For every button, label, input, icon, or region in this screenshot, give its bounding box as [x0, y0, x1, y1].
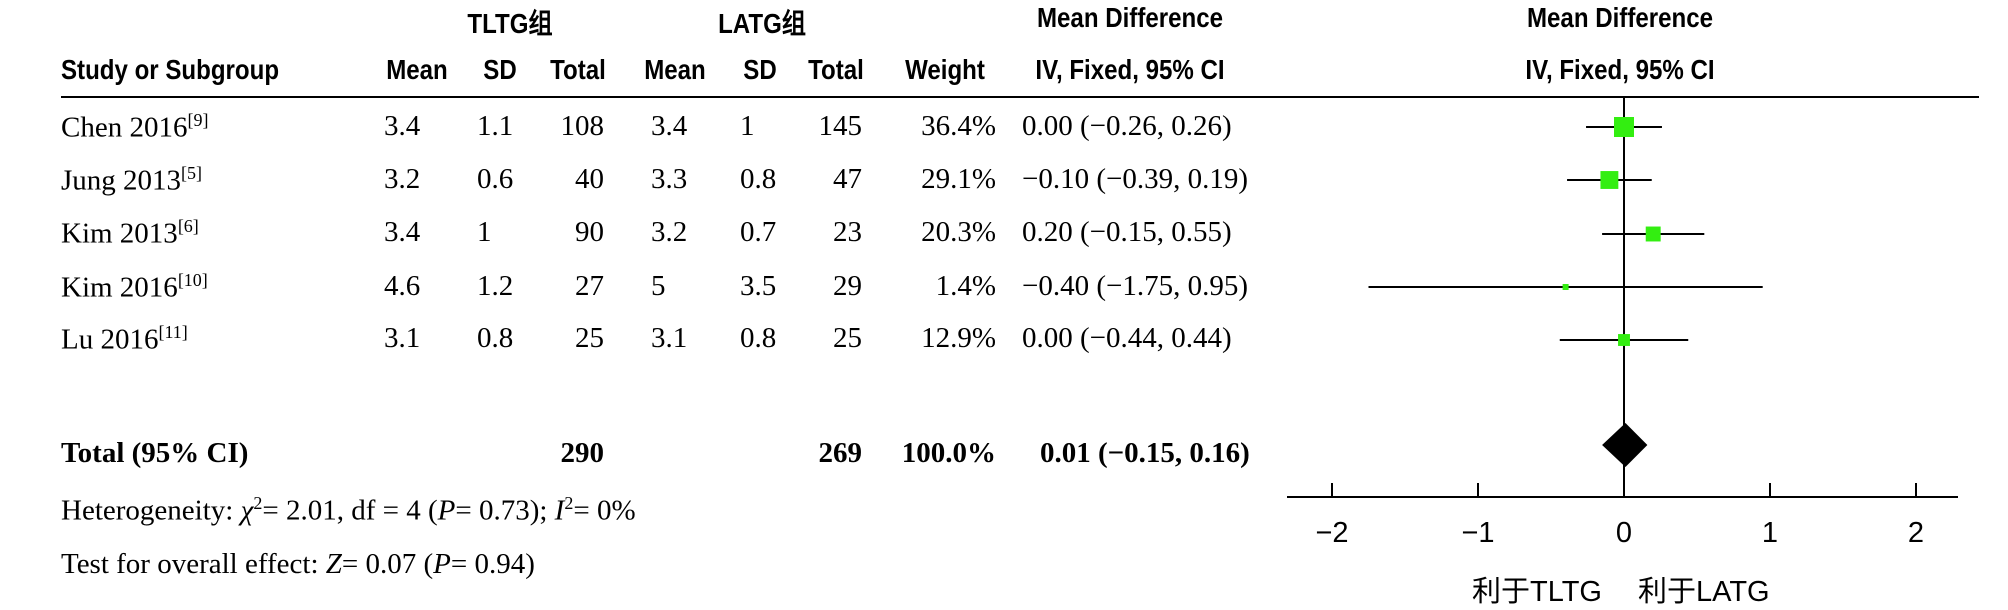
- x-axis-tick-label: −1: [1461, 517, 1494, 549]
- favours-left-label: 利于TLTG: [1472, 576, 1602, 608]
- latg-mean: 3.1: [651, 322, 688, 354]
- total1-header: Total: [550, 54, 606, 85]
- md-ci: 0.20 (−0.15, 0.55): [1022, 216, 1232, 248]
- study-name: Lu 2016[11]: [61, 322, 188, 356]
- latg-sd: 0.8: [740, 163, 777, 195]
- latg-total: 23: [833, 216, 862, 248]
- latg-mean: 3.3: [651, 163, 688, 195]
- x-axis-tick-label: 0: [1616, 517, 1632, 549]
- total-diamond: [1602, 423, 1648, 467]
- weight: 12.9%: [921, 322, 996, 354]
- study-marker: [1562, 284, 1569, 290]
- x-axis-tick-label: −2: [1315, 517, 1348, 549]
- total-n2: 269: [818, 437, 863, 469]
- md-ci: −0.10 (−0.39, 0.19): [1022, 163, 1249, 195]
- study-name: Kim 2013[6]: [61, 216, 199, 250]
- header-rule: [61, 96, 1979, 98]
- tltg-total: 27: [575, 270, 604, 302]
- weight: 36.4%: [921, 110, 996, 142]
- tltg-mean: 3.2: [384, 163, 421, 195]
- mean1-header: Mean: [386, 54, 448, 85]
- tltg-mean: 4.6: [384, 270, 421, 302]
- study-name: Chen 2016[9]: [61, 110, 209, 144]
- plot-method-header: IV, Fixed, 95% CI: [1525, 54, 1715, 85]
- weight: 1.4%: [935, 270, 996, 302]
- latg-total: 47: [833, 163, 862, 195]
- tltg-total: 108: [560, 110, 605, 142]
- study-marker: [1618, 334, 1630, 346]
- md-header-top: Mean Difference: [1036, 2, 1224, 33]
- md-ci: 0.00 (−0.26, 0.26): [1022, 110, 1232, 142]
- mean2-header: Mean: [644, 54, 706, 85]
- total-weight: 100.0%: [901, 437, 996, 469]
- study-name: Jung 2013[5]: [61, 163, 203, 197]
- latg-total: 29: [833, 270, 862, 302]
- md-ci: −0.40 (−1.75, 0.95): [1022, 270, 1249, 302]
- overall-effect-line: Test for overall effect: Z= 0.07 (P= 0.9…: [61, 548, 535, 580]
- tltg-sd: 1: [477, 216, 492, 248]
- study-name: Kim 2016[10]: [61, 270, 208, 304]
- weight: 20.3%: [921, 216, 996, 248]
- total-ci: 0.01 (−0.15, 0.16): [1040, 437, 1250, 469]
- group2-header: LATG组: [718, 8, 806, 39]
- tltg-total: 40: [575, 163, 604, 195]
- latg-mean: 3.4: [651, 110, 688, 142]
- total-n1: 290: [560, 437, 605, 469]
- tltg-sd: 1.1: [477, 110, 514, 142]
- total-label: Total (95% CI): [61, 437, 249, 469]
- study-marker: [1614, 117, 1634, 137]
- tltg-sd: 1.2: [477, 270, 514, 302]
- tltg-sd: 0.8: [477, 322, 514, 354]
- study-marker: [1645, 226, 1661, 242]
- group1-header: TLTG组: [467, 8, 553, 39]
- latg-sd: 0.8: [740, 322, 777, 354]
- study-header: Study or Subgroup: [61, 54, 280, 85]
- latg-sd: 3.5: [740, 270, 777, 302]
- latg-total: 25: [833, 322, 862, 354]
- favours-right-label: 利于LATG: [1638, 576, 1770, 608]
- latg-mean: 3.2: [651, 216, 688, 248]
- tltg-mean: 3.4: [384, 110, 421, 142]
- x-axis-tick-label: 2: [1908, 517, 1924, 549]
- plot-header-top: Mean Difference: [1526, 2, 1714, 33]
- total2-header: Total: [808, 54, 864, 85]
- tltg-total: 25: [575, 322, 604, 354]
- weight: 29.1%: [921, 163, 996, 195]
- sd2-header: SD: [743, 54, 777, 85]
- tltg-sd: 0.6: [477, 163, 514, 195]
- tltg-mean: 3.1: [384, 322, 421, 354]
- heterogeneity-line: Heterogeneity: χ2= 2.01, df = 4 (P= 0.73…: [61, 493, 636, 527]
- md-method-header: IV, Fixed, 95% CI: [1035, 54, 1225, 85]
- weight-header: Weight: [905, 54, 985, 85]
- sd1-header: SD: [483, 54, 517, 85]
- md-ci: 0.00 (−0.44, 0.44): [1022, 322, 1232, 354]
- tltg-total: 90: [575, 216, 604, 248]
- latg-total: 145: [818, 110, 863, 142]
- latg-mean: 5: [651, 270, 666, 302]
- study-marker: [1600, 171, 1619, 189]
- latg-sd: 0.7: [740, 216, 777, 248]
- x-axis-tick-label: 1: [1762, 517, 1778, 549]
- latg-sd: 1: [740, 110, 755, 142]
- tltg-mean: 3.4: [384, 216, 421, 248]
